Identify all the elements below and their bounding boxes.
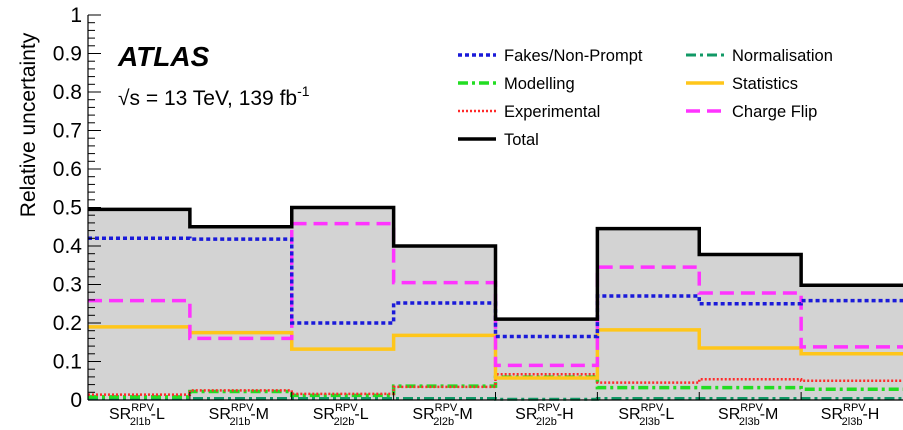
legend: Fakes/Non-Prompt Modelling Experimental Tot… [458, 47, 833, 149]
legend-label-total: Total [504, 131, 539, 149]
y-tick-label: 0.4 [53, 235, 83, 258]
series-line-total [88, 205, 903, 321]
x-category-label: SRRPV 2l3b-H [821, 402, 880, 428]
legend-label-fakes-non-prompt: Fakes/Non-Prompt [504, 47, 643, 65]
x-category-label: SRRPV 2l3b-M [718, 402, 778, 428]
y-tick-label: 0.9 [53, 43, 82, 66]
y-tick-label: 0.3 [53, 274, 82, 297]
y-tick-label: 0 [70, 389, 82, 412]
legend-label-statistics: Statistics [732, 75, 798, 93]
axes-layer: 0 0.1 0.2 0.3 0.4 0.5 0.6 0.7 0.8 0.9 1 SRRPV 2l1b-L… [53, 4, 903, 428]
y-axis-label: Relative uncertainty [17, 32, 40, 217]
x-category-label: SRRPV 2l1b-L [109, 402, 165, 428]
x-category-label: SRRPV 2l2b-M [412, 402, 472, 428]
y-tick-label: 0.7 [53, 120, 82, 143]
legend-label-charge-flip: Charge Flip [732, 103, 817, 121]
y-tick-label: 0.6 [53, 158, 82, 181]
x-category-label: SRRPV 2l2b-L [313, 402, 369, 428]
legend-label-normalisation: Normalisation [732, 47, 833, 65]
legend-label-modelling: Modelling [504, 75, 575, 93]
x-category-label: SRRPV 2l2b-H [515, 402, 574, 428]
energy-label: √s = 13 TeV, 139 fb-1 [118, 83, 310, 110]
y-tick-label: 1 [70, 4, 82, 27]
series-line-experimental [88, 372, 903, 396]
series-line-statistics [88, 325, 903, 380]
x-category-label: SRRPV 2l3b-L [618, 402, 674, 428]
y-tick-label: 0.8 [53, 81, 82, 104]
y-tick-label: 0.5 [53, 197, 82, 220]
energy-text: √s = 13 TeV, 139 fb [118, 87, 297, 110]
energy-sup: -1 [297, 83, 310, 99]
atlas-label: ATLAS [117, 41, 210, 72]
y-tick-label: 0.1 [53, 351, 82, 374]
y-tick-label: 0.2 [53, 312, 82, 335]
legend-label-experimental: Experimental [504, 103, 600, 121]
x-category-label: SRRPV 2l1b-M [209, 402, 269, 428]
